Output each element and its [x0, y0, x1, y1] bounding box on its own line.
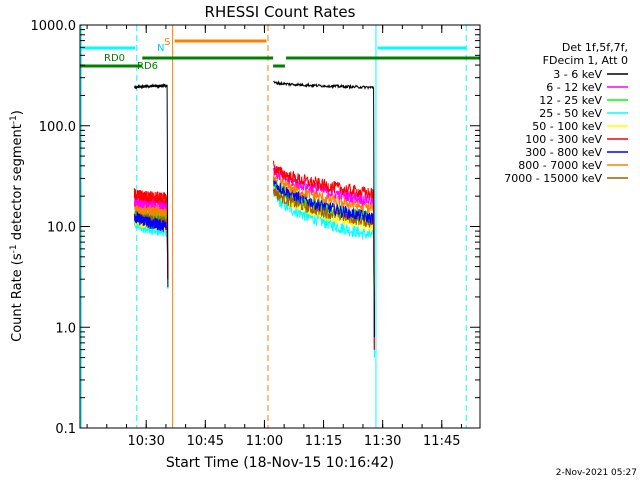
legend-header-line: FDecim 1, Att 0: [543, 54, 628, 67]
x-tick-label: 11:00: [246, 434, 283, 449]
series-line: [133, 82, 169, 288]
annotation-n: N: [157, 43, 164, 54]
x-tick-label: 11:45: [423, 434, 460, 449]
x-axis-label: Start Time (18-Nov-15 10:16:42): [166, 455, 394, 471]
data-layer: [80, 25, 480, 428]
annotation-s: S: [164, 37, 170, 48]
legend-entry-label: 6 - 12 keV: [546, 81, 602, 94]
y-tick-label: 1.0: [55, 321, 76, 336]
series-line: [133, 188, 169, 280]
annotation-rd0: RD0: [104, 53, 125, 64]
series-line: [273, 80, 375, 338]
x-tick-label: 11:15: [305, 434, 342, 449]
legend-entry-label: 12 - 25 keV: [539, 94, 602, 107]
footer-date: 2-Nov-2021 05:27: [556, 468, 637, 478]
legend-entry-label: 800 - 7000 keV: [518, 159, 602, 172]
y-label-part: detector segment: [10, 124, 25, 244]
y-tick-label: 100.0: [39, 120, 76, 135]
series-line: [273, 160, 375, 350]
legend-entry-label: 300 - 800 keV: [525, 146, 602, 159]
series-line: [273, 171, 375, 350]
y-axis-label: Count Rate (s-1 detector segment-1): [9, 110, 25, 342]
chart-title: RHESSI Count Rates: [205, 3, 356, 21]
y-tick-label: 1000.0: [31, 19, 77, 34]
y-tick-label: 10.0: [47, 221, 76, 236]
x-tick-label: 10:45: [187, 434, 224, 449]
legend-entry-label: 50 - 100 keV: [532, 120, 602, 133]
legend: Det 1f,5f,7f, FDecim 1, Att 0 3 - 6 keV6…: [504, 41, 628, 185]
y-label-sup: -1: [9, 115, 19, 124]
y-label-sup: -1: [9, 244, 19, 253]
y-label-part: Count Rate (s: [10, 253, 25, 342]
tick-layer: 10:30 10:45 11:00 11:15 11:30 11:45 1000.0 100.…: [31, 19, 480, 449]
y-label-part: ): [10, 110, 25, 115]
series-line: [133, 211, 169, 280]
x-tick-label: 10:30: [127, 434, 164, 449]
annotation-rd6: RD6: [137, 61, 158, 72]
y-tick-label: 0.1: [55, 422, 76, 437]
series-line: [133, 200, 169, 280]
legend-entry-label: 7000 - 15000 keV: [504, 172, 602, 185]
x-tick-label: 11:30: [364, 434, 401, 449]
legend-entry-label: 100 - 300 keV: [525, 133, 602, 146]
legend-entry-label: 25 - 50 keV: [539, 107, 602, 120]
legend-entry-label: 3 - 6 keV: [553, 68, 602, 81]
legend-header-line: Det 1f,5f,7f,: [562, 41, 628, 54]
